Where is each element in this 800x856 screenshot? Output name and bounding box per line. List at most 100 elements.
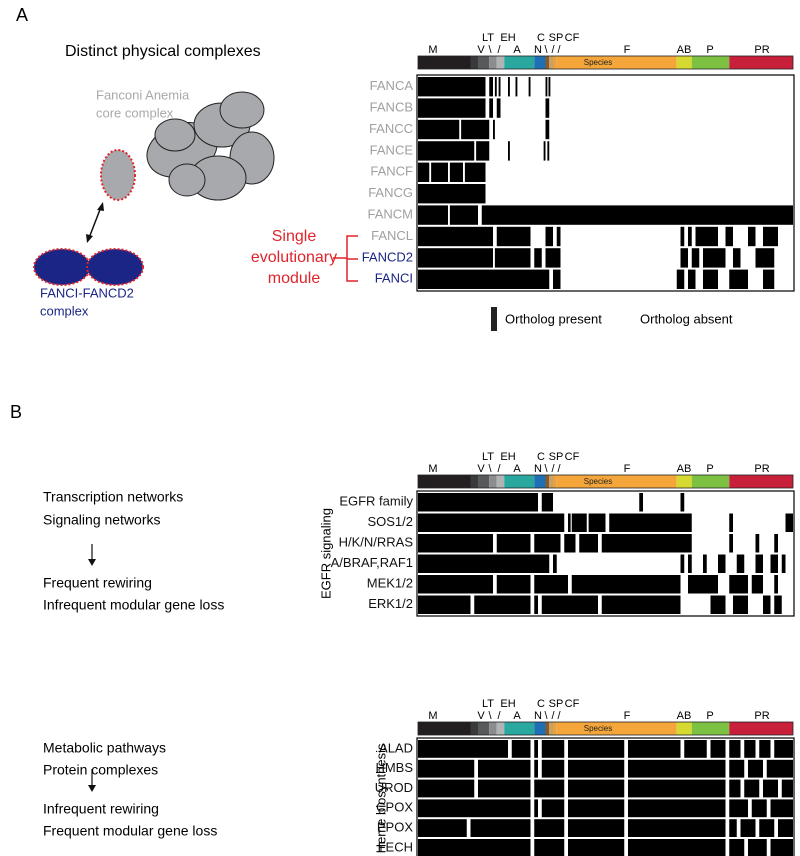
legend-label: Ortholog absent [640,311,733,326]
clade-label: C [537,698,545,710]
ortholog-present [489,77,493,97]
ortholog-present [628,779,726,798]
ortholog-present [476,141,490,161]
clade-bar [534,475,546,488]
clade-label: M [428,44,437,56]
ortholog-present [571,575,681,594]
clade-label: \ [544,710,548,722]
ortholog-present [680,226,685,247]
ortholog-present [534,595,538,614]
clade-label: AB [677,463,692,475]
ortholog-present [534,779,565,798]
clade-bar-frame [417,474,794,489]
ortholog-present [534,248,542,268]
ortholog-present [534,575,568,594]
ortholog-present [418,205,448,225]
ortholog-present [774,740,793,758]
ortholog-present [431,162,448,182]
clade-label: P [706,710,713,722]
ortholog-present [751,799,767,818]
species-label: Species [584,477,612,486]
complex-label: Fanconi Anemia [96,87,190,102]
text-line: Transcription networks [43,489,183,505]
clade-bar [504,56,535,69]
clade-label: SP [549,451,564,463]
clade-bar [556,56,677,69]
heatmap-frame [416,74,795,292]
clade-bar [691,475,730,488]
side-label: Heme biosynthesis [373,743,388,853]
clade-bar [478,722,490,735]
complex-label: FANCI-FANCD2 [40,285,134,300]
clade-label: LT [482,698,494,710]
ortholog-present [568,759,625,778]
module-bracket [333,235,358,282]
gene-label: HMBS [375,760,413,775]
clade-bar [556,475,677,488]
ortholog-present [508,141,510,161]
clade-bar [470,722,478,735]
ortholog-present [729,513,733,532]
text-line: Metabolic pathways [43,740,166,756]
clade-bar [489,475,497,488]
text-line: Signaling networks [43,512,161,528]
ortholog-present [729,269,748,289]
ortholog-present [729,779,741,798]
ortholog-present [478,759,531,778]
panel-title: Distinct physical complexes [65,43,261,60]
gene-label: FECH [378,839,413,854]
clade-bar [418,56,471,69]
clade-bar [534,56,546,69]
heatmap-frame [416,490,795,617]
ortholog-present [418,513,565,532]
ortholog-present [534,759,538,778]
ortholog-present [770,554,778,573]
ortholog-present [748,839,767,856]
clade-label: A [513,463,521,475]
ortholog-present [688,226,692,247]
ortholog-present [534,839,565,856]
clade-bar [676,722,692,735]
arrow [86,202,104,243]
ortholog-present [729,799,748,818]
ortholog-present [744,740,756,758]
legend-label: Ortholog present [505,311,602,326]
ortholog-present [703,248,726,268]
clade-bar [478,56,490,69]
clade-bar [504,475,535,488]
clade-bar [691,56,730,69]
clade-label: / [497,710,501,722]
ortholog-present [493,119,495,140]
ortholog-present [755,248,775,268]
clade-bar [553,56,557,69]
clade-label: V [477,463,485,475]
gene-label: UROD [375,780,413,795]
ortholog-present [733,248,741,268]
ortholog-present [759,740,771,758]
ortholog-present [418,98,486,118]
clade-label: / [497,463,501,475]
species-label: Species [584,724,612,733]
ortholog-present [639,493,643,512]
ortholog-present [545,248,561,268]
clade-bar [418,475,471,488]
complex-label: core complex [96,105,174,120]
clade-label: / [551,44,555,56]
ortholog-present [680,493,685,512]
ortholog-present [774,575,778,594]
panel-label: B [10,402,22,422]
ortholog-present [778,819,793,837]
ortholog-present [547,141,550,161]
ortholog-present [628,740,681,758]
ortholog-present [688,269,696,289]
ortholog-present [744,779,760,798]
clade-bar [504,722,535,735]
ortholog-present [568,513,571,532]
ortholog-present [684,740,707,758]
ortholog-present [541,799,565,818]
clade-label: \ [544,463,548,475]
gene-label: CPOX [376,800,413,815]
gene-label: ALAD [379,740,413,755]
clade-label: P [706,463,713,475]
